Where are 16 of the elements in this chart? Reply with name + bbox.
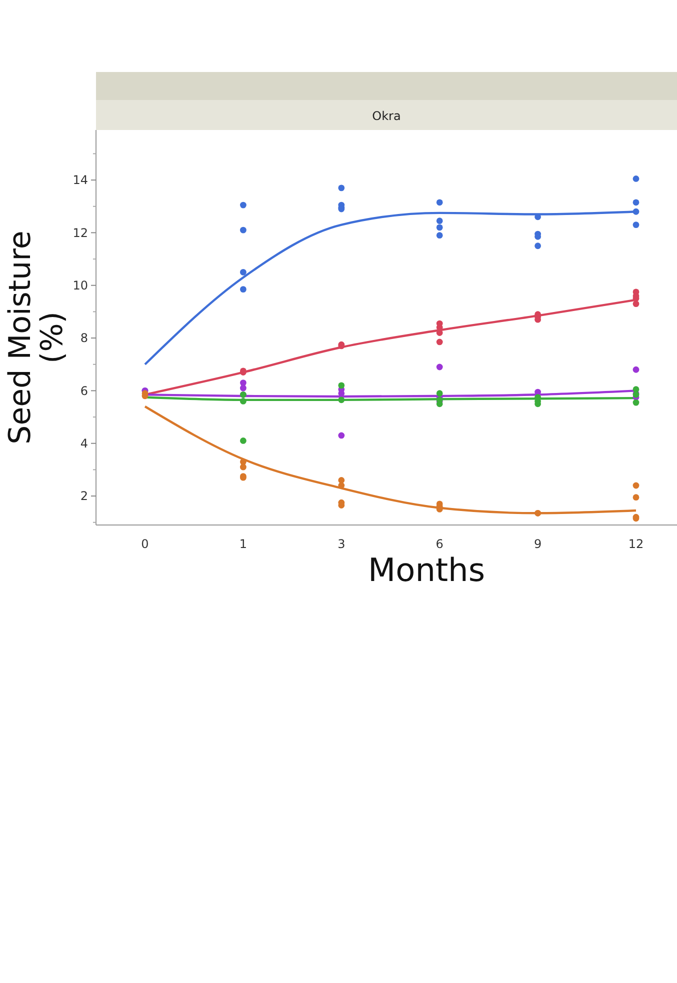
x-tick-label: 1 <box>239 537 248 551</box>
y-tick-label: 14 <box>72 173 88 188</box>
x-tick-label: 12 <box>628 537 644 551</box>
y-axis-title: Seed Moisture (%) <box>3 230 70 444</box>
y-tick-label: 12 <box>72 226 88 240</box>
x-tick-label: 0 <box>141 537 149 551</box>
y-tick-label: 8 <box>80 331 88 346</box>
y-tick-label: 4 <box>80 436 88 451</box>
y-tick-label: 6 <box>80 384 88 398</box>
x-axis-title: Months <box>368 551 485 589</box>
y-tick-label: 10 <box>72 278 88 293</box>
x-tick-label: 9 <box>534 537 542 551</box>
chart-subtitle: Okra <box>372 109 401 123</box>
y-tick-label: 2 <box>80 489 88 504</box>
x-tick-label: 6 <box>436 537 444 551</box>
x-tick-label: 3 <box>338 537 346 551</box>
